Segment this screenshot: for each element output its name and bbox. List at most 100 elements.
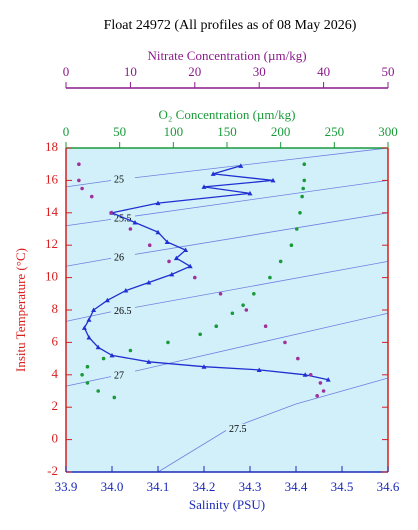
x-tick-label: 34.6 bbox=[377, 479, 400, 494]
data-point bbox=[218, 292, 223, 296]
x3-tick-label: 20 bbox=[188, 64, 201, 79]
contour-label-bg bbox=[111, 305, 135, 318]
y-tick-label: -2 bbox=[47, 463, 58, 478]
y-tick-label: 2 bbox=[52, 398, 59, 413]
profile-marker bbox=[270, 177, 276, 183]
y-tick-label: 8 bbox=[52, 301, 59, 316]
x2-tick-label: 150 bbox=[217, 124, 237, 139]
profile-marker bbox=[109, 352, 115, 358]
x3-axis-label: Nitrate Concentration (µm/kg) bbox=[147, 48, 306, 63]
contour-label: 25 bbox=[114, 175, 124, 186]
data-point bbox=[77, 178, 81, 183]
density-contour bbox=[157, 377, 389, 473]
data-point bbox=[214, 324, 219, 329]
y-axis-label: Insitu Temperature (°C) bbox=[13, 248, 28, 372]
profile-marker bbox=[155, 200, 161, 206]
data-point bbox=[230, 311, 235, 316]
contour-label: 27.5 bbox=[229, 424, 247, 435]
contour-label-bg bbox=[111, 370, 135, 383]
x3-tick-label: 50 bbox=[382, 64, 395, 79]
data-point bbox=[112, 395, 117, 400]
profile-marker bbox=[86, 317, 92, 322]
profile-marker bbox=[238, 163, 244, 168]
profile-marker bbox=[146, 279, 152, 285]
data-point bbox=[289, 243, 294, 247]
data-point bbox=[315, 394, 319, 398]
profile-marker bbox=[91, 307, 97, 312]
data-point bbox=[198, 332, 202, 337]
profile-marker bbox=[201, 184, 207, 189]
contour-label-bg bbox=[111, 252, 135, 265]
data-point bbox=[80, 373, 84, 377]
data-point bbox=[128, 348, 133, 353]
x-tick-label: 34.3 bbox=[239, 479, 262, 494]
x2-tick-label: 0 bbox=[63, 124, 70, 139]
data-point bbox=[298, 211, 302, 215]
x-tick-label: 34.1 bbox=[147, 479, 170, 494]
x2-tick-label: 300 bbox=[378, 124, 398, 139]
profile-marker bbox=[247, 190, 253, 196]
data-point bbox=[193, 275, 197, 280]
profile-marker bbox=[187, 263, 193, 269]
x2-tick-label: 50 bbox=[113, 124, 126, 139]
data-point bbox=[85, 381, 90, 385]
data-point bbox=[89, 194, 94, 199]
x3-tick-label: 30 bbox=[253, 64, 266, 79]
profile-marker bbox=[183, 247, 189, 253]
data-point bbox=[244, 308, 249, 312]
x3-tick-label: 10 bbox=[124, 64, 137, 79]
contour-label: 25.5 bbox=[114, 214, 132, 225]
profile-line bbox=[83, 165, 329, 381]
profile-marker bbox=[164, 239, 170, 244]
x2-axis-label: O₂ Concentration (µm/kg) bbox=[159, 107, 296, 122]
x-tick-label: 34.0 bbox=[101, 479, 124, 494]
contour-label-bg bbox=[111, 213, 135, 226]
profile-marker bbox=[132, 220, 138, 225]
data-point bbox=[302, 178, 307, 183]
data-point bbox=[166, 340, 170, 345]
data-point bbox=[318, 381, 323, 385]
contour-label: 26 bbox=[114, 252, 124, 263]
data-point bbox=[296, 356, 300, 361]
profile-marker bbox=[95, 344, 101, 350]
profile-marker bbox=[256, 367, 262, 372]
y-tick-label: 14 bbox=[45, 204, 59, 219]
data-point bbox=[80, 186, 84, 191]
profile-marker bbox=[325, 377, 331, 382]
x-axis-label: Salinity (PSU) bbox=[189, 497, 265, 512]
contour-label: 26.5 bbox=[114, 306, 132, 317]
data-point bbox=[167, 259, 171, 264]
x-tick-label: 34.5 bbox=[331, 479, 354, 494]
data-point bbox=[294, 227, 299, 231]
data-point bbox=[85, 364, 90, 369]
contour-label-bg bbox=[111, 174, 135, 187]
data-point bbox=[300, 194, 304, 199]
profile-marker bbox=[86, 335, 92, 340]
x-tick-label: 33.9 bbox=[55, 479, 78, 494]
y-tick-label: 10 bbox=[45, 269, 58, 284]
profile-marker bbox=[173, 255, 179, 261]
profile-marker bbox=[302, 372, 308, 377]
data-point bbox=[77, 162, 81, 166]
data-point bbox=[321, 389, 326, 393]
profile-marker bbox=[123, 288, 129, 293]
data-point bbox=[109, 211, 113, 215]
chart-title: Float 24972 (All profiles as of 08 May 2… bbox=[104, 18, 357, 33]
y-tick-label: 16 bbox=[45, 171, 59, 186]
x3-tick-label: 40 bbox=[317, 64, 330, 79]
contour-label-bg bbox=[226, 423, 250, 436]
y-tick-label: 12 bbox=[45, 236, 58, 251]
x-tick-label: 34.4 bbox=[285, 479, 308, 494]
x2-tick-label: 200 bbox=[271, 124, 291, 139]
data-point bbox=[241, 303, 245, 307]
profile-marker bbox=[81, 325, 87, 330]
data-point bbox=[128, 227, 133, 231]
y-tick-label: 4 bbox=[52, 366, 59, 381]
profile-marker bbox=[169, 271, 175, 277]
data-point bbox=[308, 373, 313, 377]
profile-marker bbox=[201, 364, 207, 369]
data-point bbox=[147, 243, 152, 247]
profile-marker bbox=[146, 359, 152, 364]
profile-marker bbox=[210, 171, 216, 176]
